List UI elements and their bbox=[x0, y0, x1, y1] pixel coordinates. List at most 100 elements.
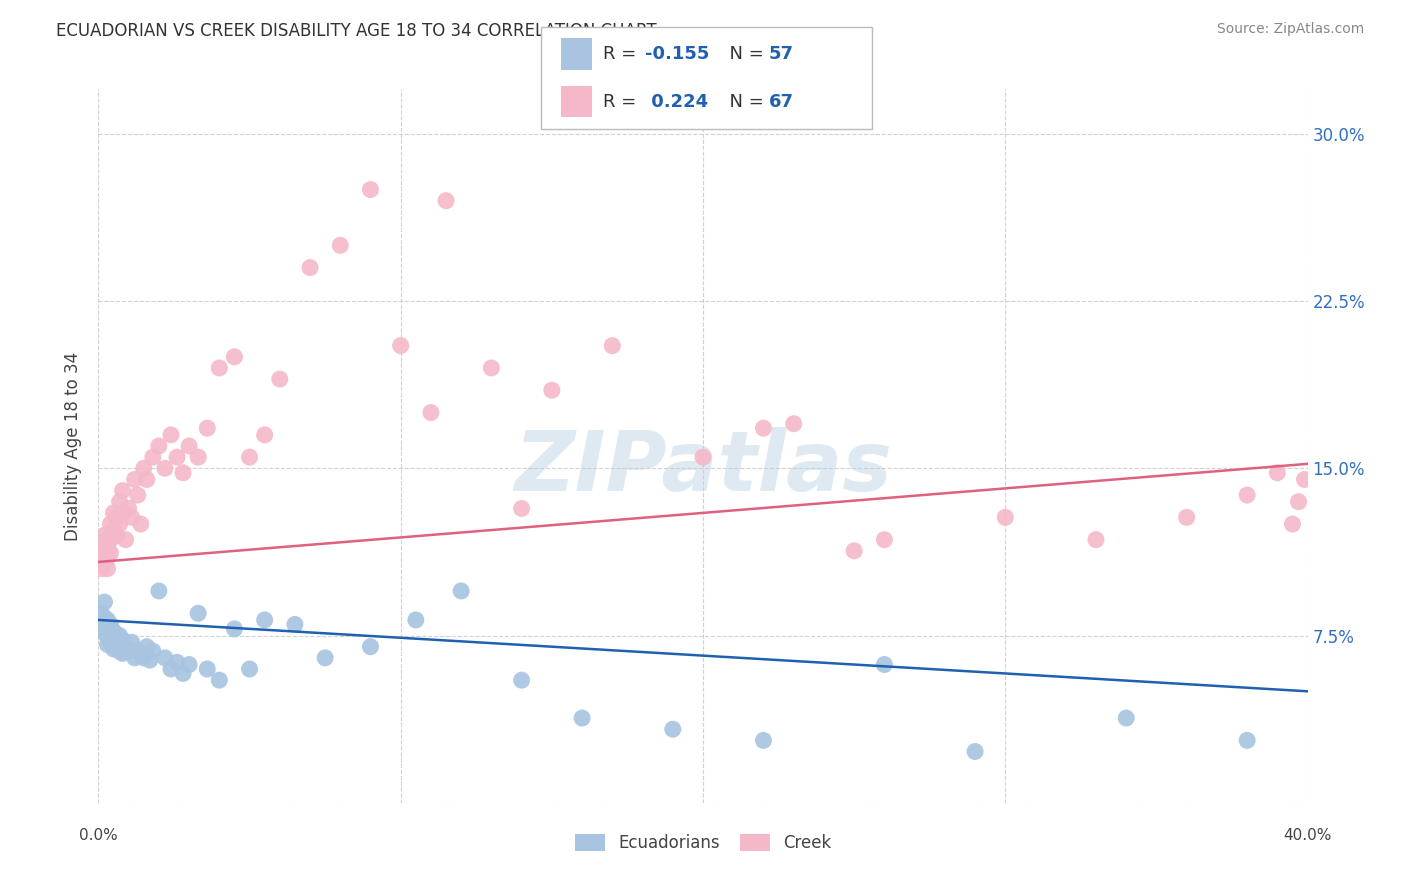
Text: 0.224: 0.224 bbox=[645, 93, 709, 111]
Point bbox=[96, 550, 118, 565]
Point bbox=[873, 533, 896, 547]
Point bbox=[135, 640, 157, 654]
Point bbox=[105, 528, 128, 542]
Point bbox=[1288, 494, 1310, 508]
Point bbox=[329, 238, 352, 252]
Point bbox=[239, 450, 262, 465]
Point bbox=[166, 450, 188, 465]
Point bbox=[994, 510, 1017, 524]
Point bbox=[139, 653, 162, 667]
Point bbox=[90, 607, 112, 621]
Point bbox=[90, 622, 112, 636]
Point bbox=[114, 533, 136, 547]
Point bbox=[360, 182, 382, 196]
Point bbox=[103, 524, 125, 538]
Point bbox=[121, 635, 143, 649]
Point bbox=[148, 583, 170, 598]
Point bbox=[111, 483, 134, 498]
Point bbox=[100, 626, 122, 640]
Point bbox=[692, 450, 714, 465]
Point bbox=[405, 613, 427, 627]
Point bbox=[93, 555, 115, 569]
Point bbox=[510, 673, 533, 687]
Point bbox=[172, 666, 194, 681]
Point bbox=[602, 338, 624, 352]
Text: N =: N = bbox=[718, 93, 770, 111]
Point bbox=[752, 733, 775, 747]
Point bbox=[187, 607, 209, 621]
Point bbox=[108, 517, 131, 532]
Point bbox=[108, 494, 131, 508]
Point bbox=[96, 628, 118, 642]
Point bbox=[187, 450, 209, 465]
Point bbox=[129, 517, 152, 532]
Point bbox=[100, 546, 122, 560]
Text: R =: R = bbox=[603, 45, 643, 63]
Point bbox=[782, 417, 804, 431]
Point bbox=[96, 622, 118, 636]
Text: -0.155: -0.155 bbox=[645, 45, 710, 63]
Point bbox=[105, 510, 128, 524]
Point bbox=[93, 595, 115, 609]
Point bbox=[118, 644, 141, 658]
Point bbox=[96, 539, 118, 553]
Text: 57: 57 bbox=[769, 45, 794, 63]
Point bbox=[93, 617, 115, 632]
Point bbox=[127, 488, 149, 502]
Point bbox=[540, 384, 562, 398]
Text: 40.0%: 40.0% bbox=[1284, 828, 1331, 843]
Point bbox=[103, 633, 125, 648]
Point bbox=[108, 644, 131, 658]
Point bbox=[481, 360, 503, 375]
Text: ECUADORIAN VS CREEK DISABILITY AGE 18 TO 34 CORRELATION CHART: ECUADORIAN VS CREEK DISABILITY AGE 18 TO… bbox=[56, 22, 657, 40]
Point bbox=[160, 427, 183, 442]
Point bbox=[1236, 488, 1258, 502]
Point bbox=[360, 640, 382, 654]
Point bbox=[142, 644, 165, 658]
Point bbox=[177, 439, 201, 453]
Point bbox=[96, 533, 118, 547]
Point bbox=[253, 613, 276, 627]
Point bbox=[284, 617, 307, 632]
Point bbox=[90, 562, 112, 576]
Point bbox=[661, 723, 683, 737]
Point bbox=[105, 631, 128, 645]
Point bbox=[166, 655, 188, 669]
Point bbox=[93, 534, 115, 549]
Point bbox=[1115, 711, 1137, 725]
Point bbox=[103, 624, 125, 639]
Point bbox=[135, 473, 157, 487]
Point bbox=[239, 662, 262, 676]
Point bbox=[269, 372, 291, 386]
Point bbox=[90, 613, 112, 627]
Point bbox=[1236, 733, 1258, 747]
Point bbox=[111, 646, 134, 660]
Point bbox=[96, 613, 118, 627]
Point bbox=[100, 517, 122, 532]
Point bbox=[132, 461, 155, 475]
Point bbox=[195, 421, 218, 435]
Text: ZIPatlas: ZIPatlas bbox=[515, 427, 891, 508]
Point bbox=[90, 550, 112, 565]
Point bbox=[118, 501, 141, 516]
Point bbox=[208, 673, 231, 687]
Point bbox=[96, 562, 118, 576]
Point bbox=[195, 662, 218, 676]
Text: R =: R = bbox=[603, 93, 643, 111]
Point bbox=[121, 510, 143, 524]
Point bbox=[208, 360, 231, 375]
Point bbox=[114, 640, 136, 654]
Point bbox=[314, 651, 336, 665]
Point bbox=[100, 635, 122, 649]
Point bbox=[127, 644, 149, 658]
Point bbox=[153, 651, 176, 665]
Point bbox=[124, 651, 146, 665]
Point bbox=[111, 506, 134, 520]
Point bbox=[965, 744, 987, 758]
Point bbox=[103, 642, 125, 657]
Legend: Ecuadorians, Creek: Ecuadorians, Creek bbox=[568, 827, 838, 859]
Text: N =: N = bbox=[718, 45, 770, 63]
Point bbox=[93, 626, 115, 640]
Point bbox=[571, 711, 593, 725]
Point bbox=[1281, 517, 1303, 532]
